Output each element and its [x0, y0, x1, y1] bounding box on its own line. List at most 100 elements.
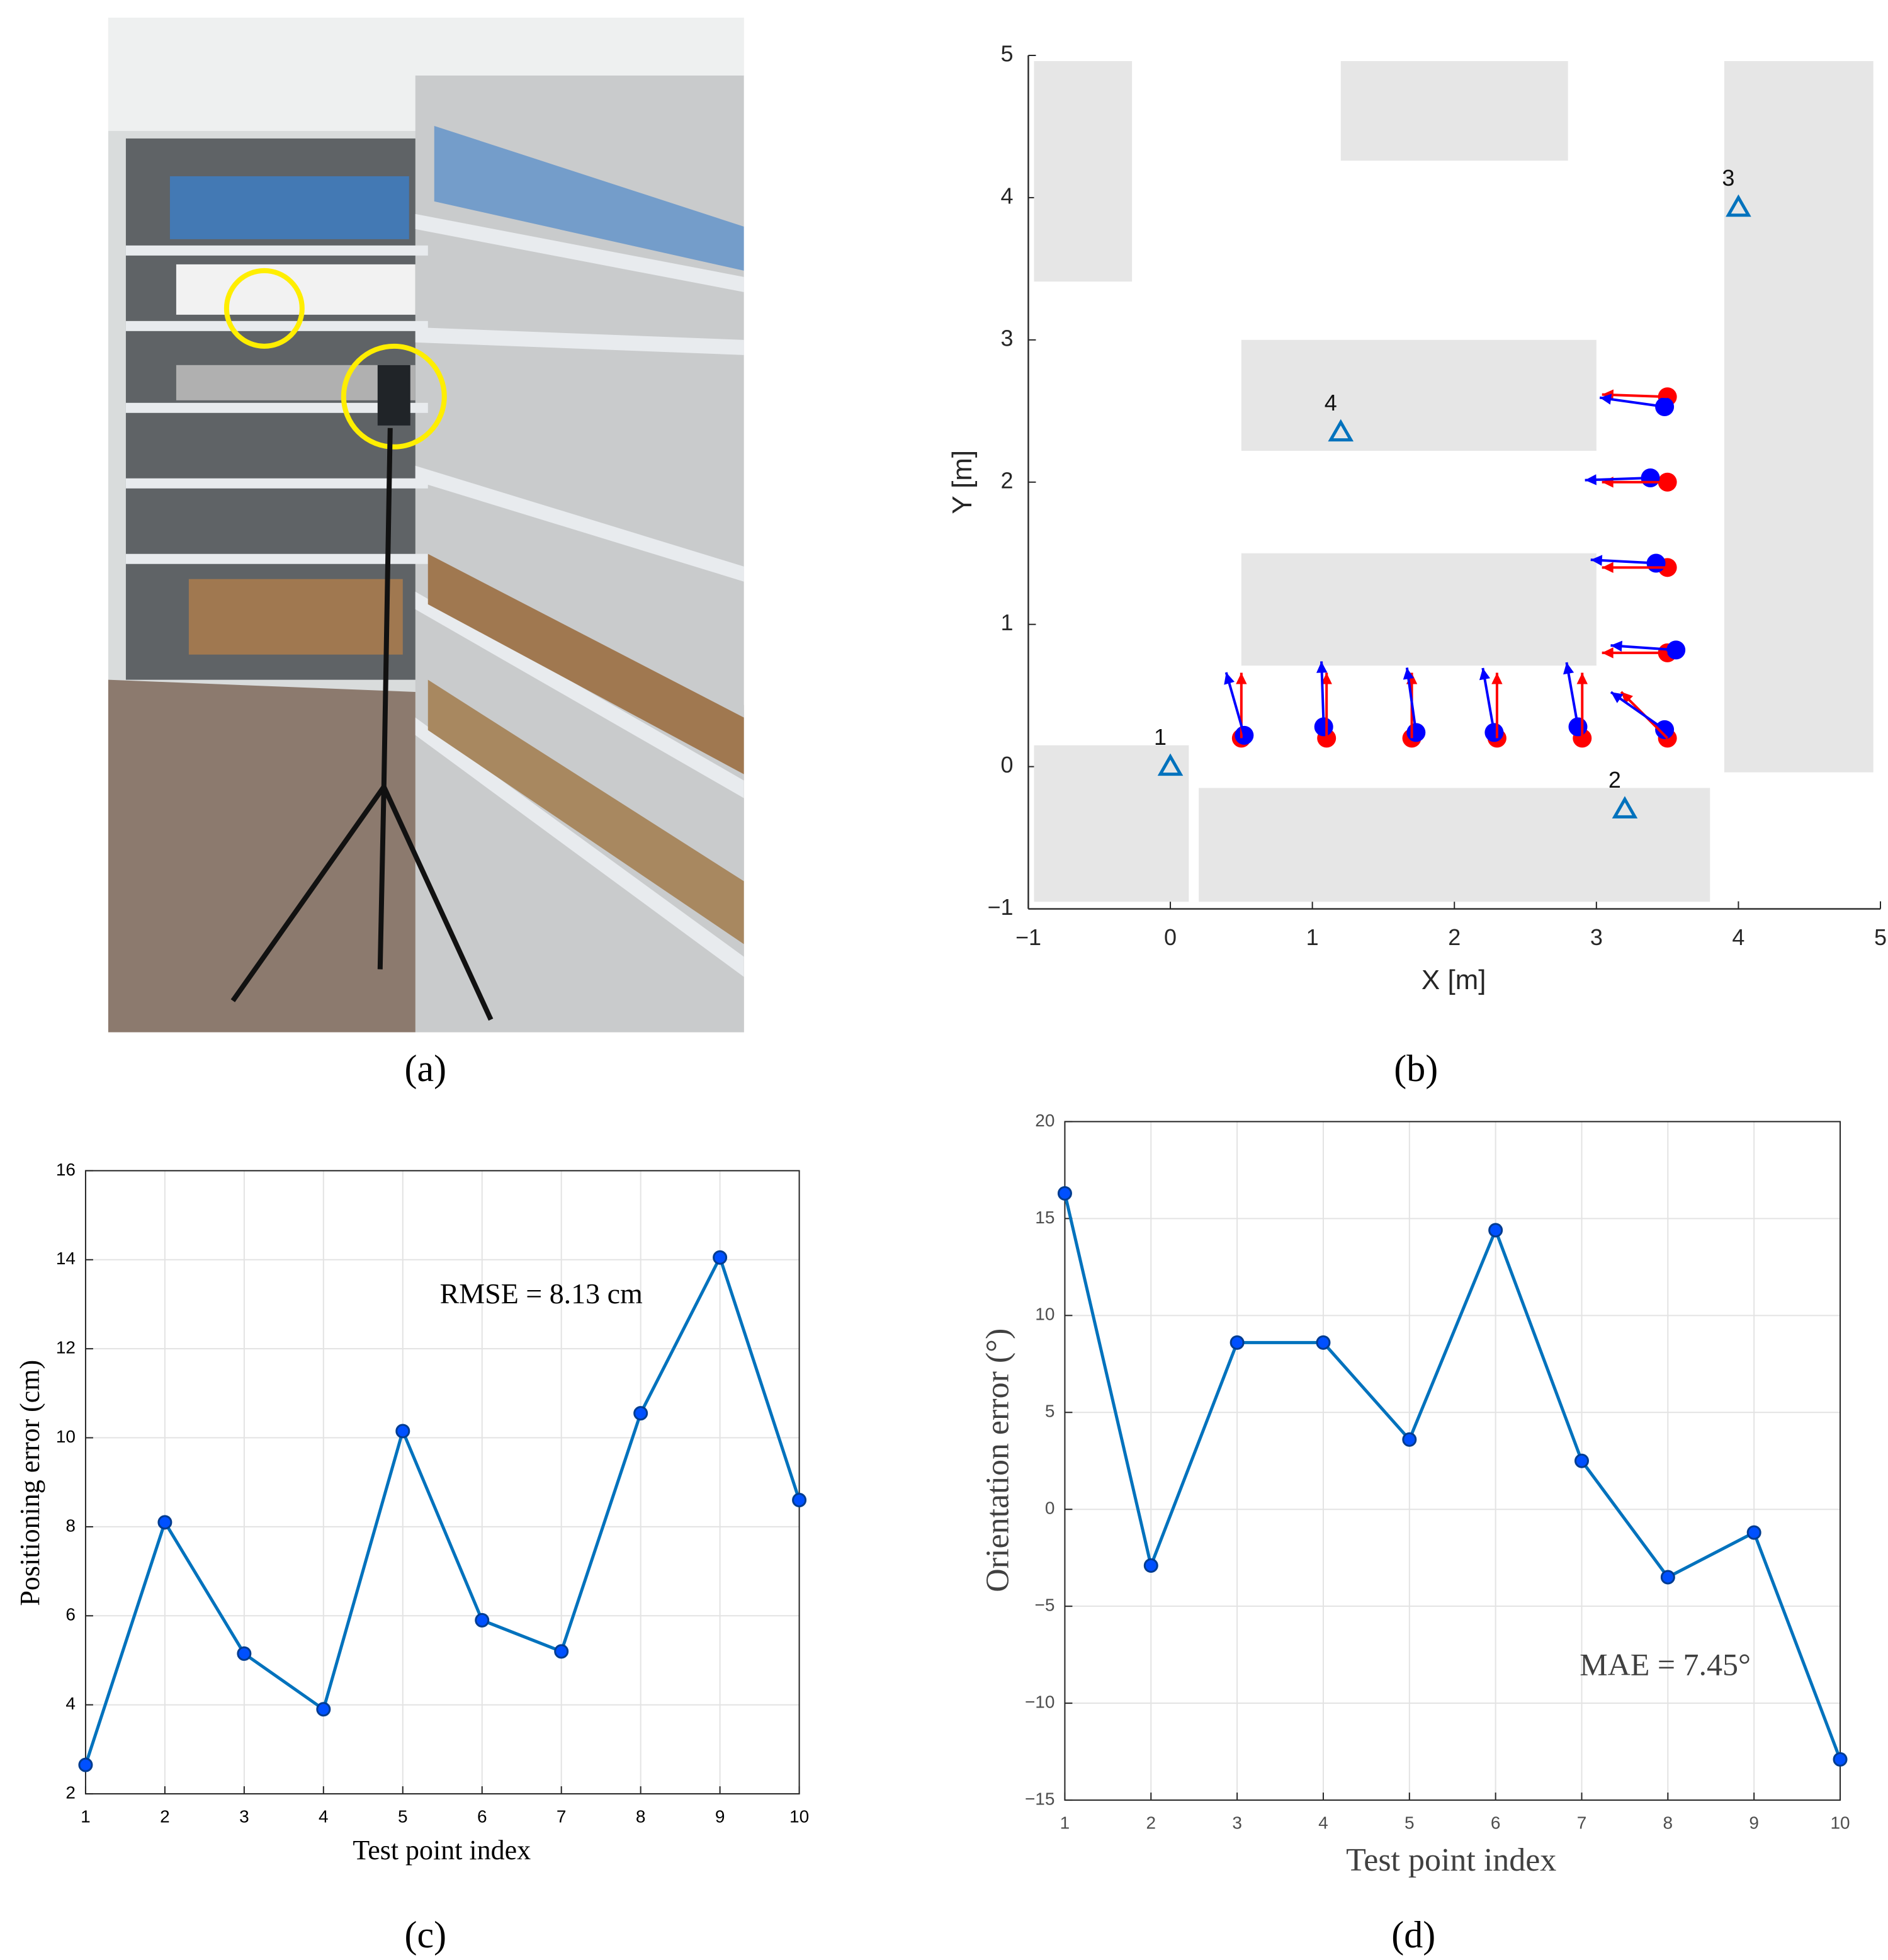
- heading-arrow: [1479, 667, 1496, 733]
- camera: [377, 365, 410, 426]
- heading-arrow: [1563, 662, 1580, 727]
- x-tick-label: 10: [1830, 1813, 1850, 1832]
- data-line: [84, 1253, 801, 1765]
- y-tick-label: 5: [1045, 1402, 1055, 1421]
- heading-arrow: [1224, 672, 1246, 736]
- data-line: [1063, 1192, 1842, 1760]
- panel-label: (b): [1394, 1048, 1438, 1089]
- y-tick-label: 14: [56, 1249, 76, 1268]
- arrow-head: [1590, 555, 1603, 566]
- arrow-head: [1602, 562, 1614, 574]
- y-tick-label: −10: [1025, 1692, 1054, 1712]
- anchor-label: 1: [1154, 724, 1167, 750]
- panel-label: (d): [1391, 1914, 1435, 1956]
- data-point: [713, 1250, 728, 1265]
- tripod: [230, 428, 494, 1021]
- data-point: [157, 1515, 172, 1530]
- heading-arrow: [1610, 691, 1666, 731]
- y-tick-label: 2: [65, 1782, 76, 1802]
- arrow-head: [1610, 640, 1623, 652]
- camera-highlight: [341, 343, 447, 450]
- x-tick-label: 1: [1060, 1813, 1070, 1832]
- annotation: RMSE = 8.13 cm: [440, 1277, 643, 1310]
- shelf-boards: [125, 213, 744, 977]
- y-axis-label: Positioning error (cm): [14, 1360, 45, 1606]
- data-point: [1057, 1186, 1072, 1201]
- panel-label: (a): [404, 1048, 446, 1089]
- data-point: [633, 1406, 648, 1421]
- x-tick-label: 3: [1232, 1813, 1242, 1832]
- arrow-head: [1321, 672, 1332, 684]
- y-tick-label: 6: [65, 1605, 76, 1624]
- obstacle: [1724, 61, 1874, 773]
- y-axis-label: Orientation error (°): [980, 1328, 1015, 1592]
- arrow-head: [1621, 691, 1633, 704]
- arrow-head: [1585, 474, 1597, 485]
- x-axis-label: Test point index: [1346, 1842, 1556, 1878]
- x-tick-label: 1: [81, 1806, 91, 1826]
- arrow-head: [1563, 662, 1574, 675]
- data-point: [1316, 1335, 1331, 1350]
- data-point: [1229, 1335, 1245, 1350]
- y-tick-label: −1: [987, 894, 1013, 920]
- arrow-head: [1236, 672, 1247, 684]
- arrow-head: [1491, 672, 1503, 684]
- x-tick-label: 5: [1405, 1813, 1415, 1832]
- anchor-label: 2: [1608, 767, 1621, 793]
- y-tick-label: 20: [1035, 1111, 1054, 1130]
- x-tick-label: 1: [1306, 924, 1319, 950]
- y-tick-label: 0: [1000, 752, 1013, 778]
- x-tick-label: 9: [1749, 1813, 1759, 1832]
- y-tick-label: 2: [1000, 467, 1013, 493]
- obstacle: [1241, 553, 1597, 666]
- plot-frame: [84, 1170, 800, 1795]
- y-tick-label: 4: [65, 1694, 76, 1713]
- panel-label: (c): [404, 1914, 446, 1956]
- data-point: [475, 1612, 490, 1628]
- arrow-head: [1576, 672, 1588, 684]
- obstacle: [1340, 61, 1568, 161]
- heading-arrow: [1316, 661, 1328, 727]
- heading-arrow: [1491, 672, 1503, 739]
- data-point: [792, 1493, 807, 1508]
- x-tick-label: 5: [398, 1806, 408, 1826]
- annotation: MAE = 7.45°: [1580, 1647, 1751, 1682]
- anchor: [1157, 753, 1184, 776]
- data-point: [1746, 1525, 1761, 1540]
- y-tick-label: 4: [1000, 183, 1013, 208]
- anchor: [1328, 419, 1354, 442]
- heading-arrow: [1321, 672, 1332, 739]
- obstacle: [1034, 745, 1189, 902]
- x-tick-label: 0: [1164, 924, 1177, 950]
- data-point: [1402, 1432, 1417, 1447]
- x-tick-label: 3: [1590, 924, 1603, 950]
- heading-arrow: [1602, 647, 1668, 659]
- y-tick-label: 15: [1035, 1208, 1054, 1227]
- heading-arrow: [1585, 474, 1651, 485]
- heading-arrow: [1602, 562, 1668, 574]
- arrow-head: [1602, 647, 1614, 659]
- x-tick-label: 8: [636, 1806, 646, 1826]
- data-point: [316, 1702, 331, 1717]
- x-tick-label: 10: [789, 1806, 809, 1826]
- arrow-head: [1479, 668, 1491, 681]
- x-tick-label: 2: [1448, 924, 1461, 950]
- x-tick-label: 2: [160, 1806, 170, 1826]
- data-point: [395, 1424, 410, 1439]
- data-point: [237, 1646, 252, 1661]
- arrow-head: [1224, 672, 1235, 685]
- y-tick-label: −5: [1035, 1595, 1055, 1615]
- anchor-label: 3: [1722, 165, 1734, 191]
- heading-arrow: [1590, 555, 1656, 566]
- data-point: [1488, 1223, 1503, 1238]
- x-tick-label: 3: [239, 1806, 249, 1826]
- obstacle: [1199, 788, 1710, 902]
- arrow-head: [1403, 667, 1414, 680]
- anchor-label: 4: [1325, 390, 1337, 416]
- x-tick-label: −1: [1015, 924, 1041, 950]
- x-tick-label: 6: [1491, 1813, 1501, 1832]
- x-tick-label: 5: [1874, 924, 1887, 950]
- photo: [108, 18, 744, 1033]
